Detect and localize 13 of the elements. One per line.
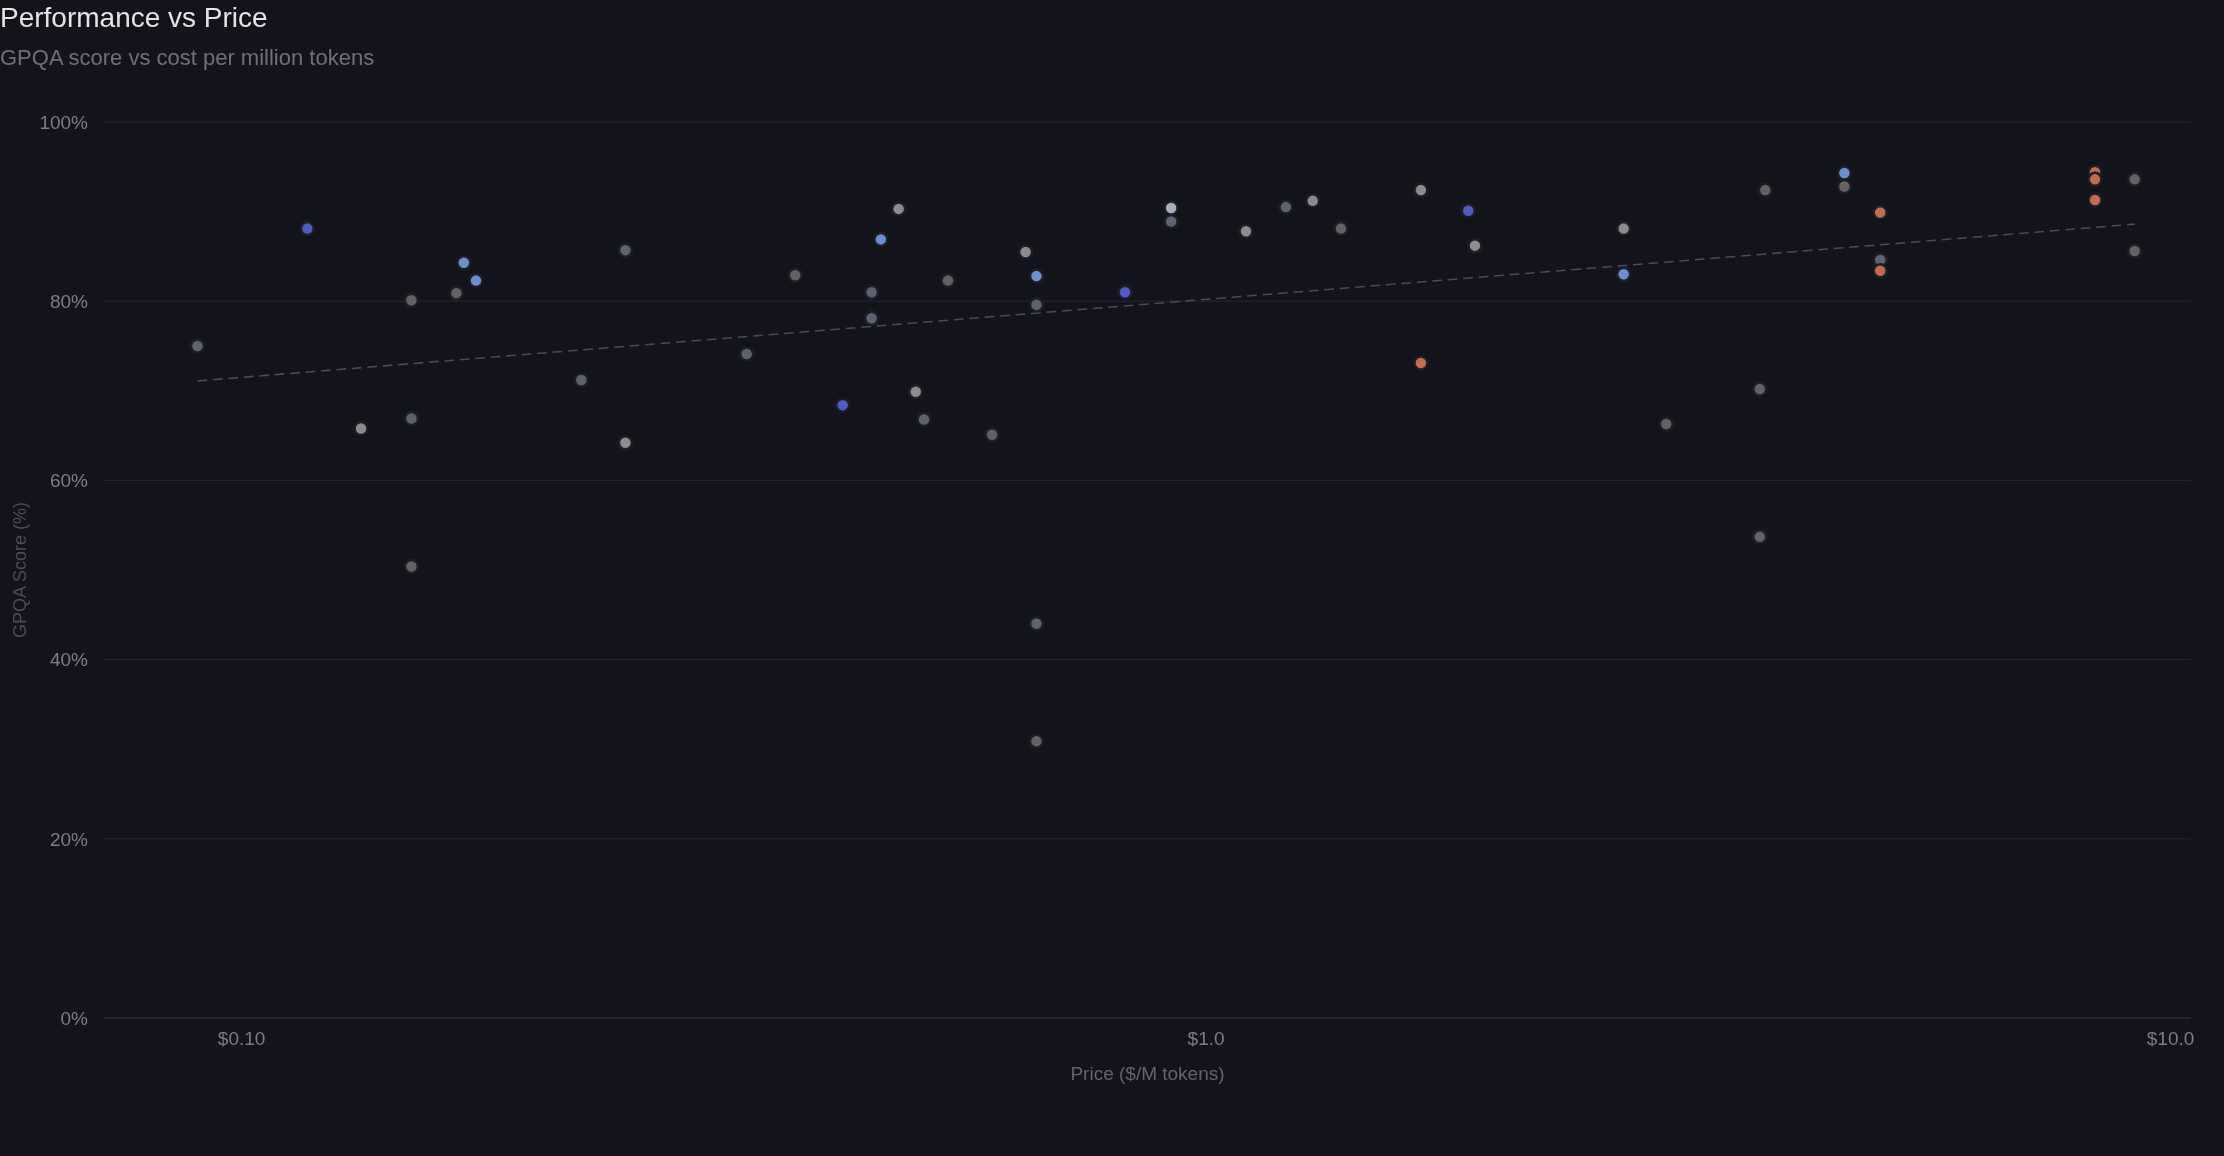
x-tick-label: $10.0 — [2146, 1028, 2195, 1050]
x-tick-label: $1.0 — [1187, 1028, 1225, 1050]
chart-title: Performance vs Price — [0, 1, 268, 35]
y-tick-label: 40% — [49, 649, 89, 671]
x-tick-label: $0.10 — [217, 1028, 266, 1050]
x-axis-title: Price ($/M tokens) — [1070, 1062, 1225, 1086]
y-tick-label: 0% — [60, 1007, 89, 1029]
y-axis-title: GPQA Score (%) — [9, 501, 31, 639]
y-tick-label: 80% — [49, 290, 89, 312]
y-tick-label: 20% — [49, 828, 89, 850]
y-tick-label: 100% — [39, 111, 89, 133]
y-tick-label: 60% — [49, 470, 89, 492]
chart-subtitle: GPQA score vs cost per million tokens — [0, 44, 375, 72]
